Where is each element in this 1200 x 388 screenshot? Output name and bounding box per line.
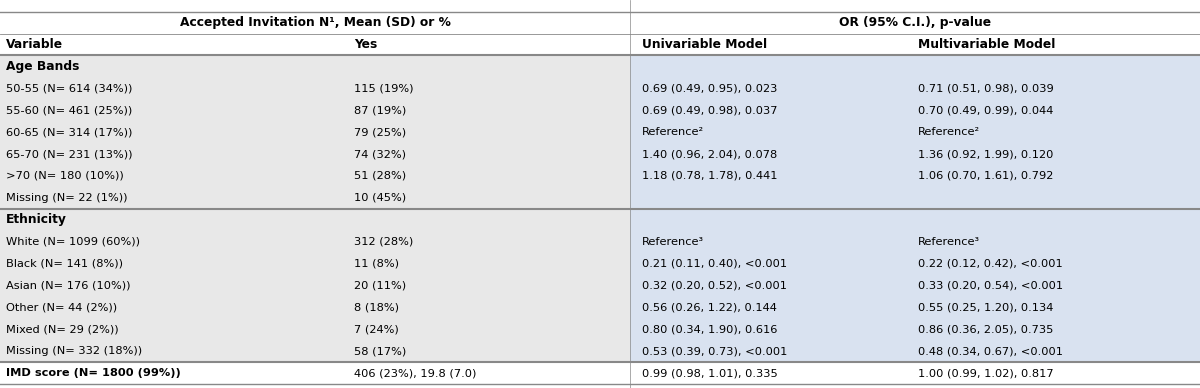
Text: 0.80 (0.34, 1.90), 0.616: 0.80 (0.34, 1.90), 0.616	[642, 324, 778, 334]
Text: 115 (19%): 115 (19%)	[354, 83, 414, 94]
Text: 74 (32%): 74 (32%)	[354, 149, 406, 159]
Text: 0.70 (0.49, 0.99), 0.044: 0.70 (0.49, 0.99), 0.044	[918, 105, 1054, 115]
Text: 55-60 (N= 461 (25%)): 55-60 (N= 461 (25%))	[6, 105, 132, 115]
Bar	[0, 362, 1200, 384]
Text: 1.00 (0.99, 1.02), 0.817: 1.00 (0.99, 1.02), 0.817	[918, 368, 1054, 378]
Text: Multivariable Model: Multivariable Model	[918, 38, 1055, 51]
Text: 1.06 (0.70, 1.61), 0.792: 1.06 (0.70, 1.61), 0.792	[918, 171, 1054, 181]
Text: 8 (18%): 8 (18%)	[354, 302, 398, 312]
Text: 0.71 (0.51, 0.98), 0.039: 0.71 (0.51, 0.98), 0.039	[918, 83, 1054, 94]
Text: 0.22 (0.12, 0.42), <0.001: 0.22 (0.12, 0.42), <0.001	[918, 259, 1063, 268]
Bar	[630, 12, 1200, 384]
Text: Reference³: Reference³	[642, 237, 704, 247]
Text: 1.18 (0.78, 1.78), 0.441: 1.18 (0.78, 1.78), 0.441	[642, 171, 778, 181]
Text: 0.55 (0.25, 1.20), 0.134: 0.55 (0.25, 1.20), 0.134	[918, 302, 1054, 312]
Text: 79 (25%): 79 (25%)	[354, 127, 406, 137]
Text: 50-55 (N= 614 (34%)): 50-55 (N= 614 (34%))	[6, 83, 132, 94]
Text: 20 (11%): 20 (11%)	[354, 281, 406, 291]
Text: 0.53 (0.39, 0.73), <0.001: 0.53 (0.39, 0.73), <0.001	[642, 346, 787, 356]
Text: 0.86 (0.36, 2.05), 0.735: 0.86 (0.36, 2.05), 0.735	[918, 324, 1054, 334]
Text: 312 (28%): 312 (28%)	[354, 237, 413, 247]
Text: 0.69 (0.49, 0.95), 0.023: 0.69 (0.49, 0.95), 0.023	[642, 83, 778, 94]
Text: Univariable Model: Univariable Model	[642, 38, 767, 51]
Text: Age Bands: Age Bands	[6, 60, 79, 73]
Text: 1.36 (0.92, 1.99), 0.120: 1.36 (0.92, 1.99), 0.120	[918, 149, 1054, 159]
Text: Reference²: Reference²	[918, 127, 980, 137]
Text: Other (N= 44 (2%)): Other (N= 44 (2%))	[6, 302, 118, 312]
Text: Reference²: Reference²	[642, 127, 704, 137]
Bar	[0, 12, 630, 384]
Text: 10 (45%): 10 (45%)	[354, 193, 406, 203]
Text: 0.56 (0.26, 1.22), 0.144: 0.56 (0.26, 1.22), 0.144	[642, 302, 776, 312]
Text: Missing (N= 22 (1%)): Missing (N= 22 (1%))	[6, 193, 127, 203]
Text: Accepted Invitation N¹, Mean (SD) or %: Accepted Invitation N¹, Mean (SD) or %	[180, 16, 450, 29]
Text: 0.32 (0.20, 0.52), <0.001: 0.32 (0.20, 0.52), <0.001	[642, 281, 787, 291]
Text: 0.69 (0.49, 0.98), 0.037: 0.69 (0.49, 0.98), 0.037	[642, 105, 778, 115]
Text: 87 (19%): 87 (19%)	[354, 105, 407, 115]
Text: IMD score (N= 1800 (99%)): IMD score (N= 1800 (99%))	[6, 368, 181, 378]
Bar	[0, 33, 1200, 55]
Text: 7 (24%): 7 (24%)	[354, 324, 398, 334]
Text: Mixed (N= 29 (2%)): Mixed (N= 29 (2%))	[6, 324, 119, 334]
Text: 11 (8%): 11 (8%)	[354, 259, 398, 268]
Text: Ethnicity: Ethnicity	[6, 213, 67, 226]
Text: 58 (17%): 58 (17%)	[354, 346, 407, 356]
Text: Yes: Yes	[354, 38, 377, 51]
Text: White (N= 1099 (60%)): White (N= 1099 (60%))	[6, 237, 140, 247]
Bar	[0, 12, 1200, 33]
Text: >70 (N= 180 (10%)): >70 (N= 180 (10%))	[6, 171, 124, 181]
Text: OR (95% C.I.), p-value: OR (95% C.I.), p-value	[839, 16, 991, 29]
Text: Missing (N= 332 (18%)): Missing (N= 332 (18%))	[6, 346, 142, 356]
Text: 1.40 (0.96, 2.04), 0.078: 1.40 (0.96, 2.04), 0.078	[642, 149, 778, 159]
Text: Reference³: Reference³	[918, 237, 980, 247]
Text: 406 (23%), 19.8 (7.0): 406 (23%), 19.8 (7.0)	[354, 368, 476, 378]
Text: Variable: Variable	[6, 38, 64, 51]
Text: 0.33 (0.20, 0.54), <0.001: 0.33 (0.20, 0.54), <0.001	[918, 281, 1063, 291]
Text: 60-65 (N= 314 (17%)): 60-65 (N= 314 (17%))	[6, 127, 132, 137]
Text: 0.21 (0.11, 0.40), <0.001: 0.21 (0.11, 0.40), <0.001	[642, 259, 787, 268]
Text: 51 (28%): 51 (28%)	[354, 171, 406, 181]
Text: 0.48 (0.34, 0.67), <0.001: 0.48 (0.34, 0.67), <0.001	[918, 346, 1063, 356]
Text: 65-70 (N= 231 (13%)): 65-70 (N= 231 (13%))	[6, 149, 132, 159]
Text: Asian (N= 176 (10%)): Asian (N= 176 (10%))	[6, 281, 131, 291]
Text: 0.99 (0.98, 1.01), 0.335: 0.99 (0.98, 1.01), 0.335	[642, 368, 778, 378]
Text: Black (N= 141 (8%)): Black (N= 141 (8%))	[6, 259, 124, 268]
